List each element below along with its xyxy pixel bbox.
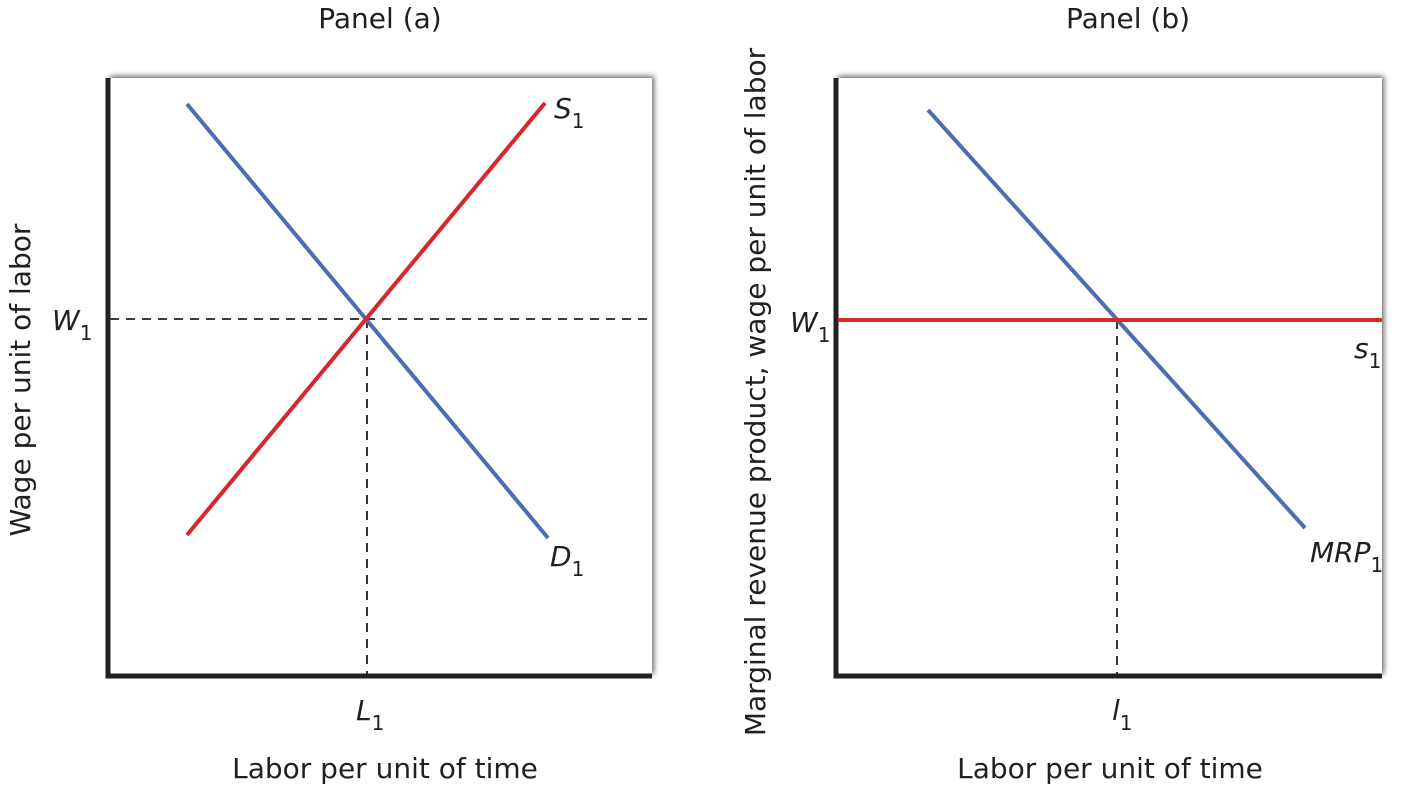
label-sub: 1: [1120, 711, 1133, 735]
supply-curve: [185, 101, 547, 537]
label-sub: 1: [80, 321, 93, 345]
label-sub: 1: [372, 711, 385, 735]
axes: [833, 78, 1382, 679]
label-sub: 1: [572, 557, 585, 581]
label-main: W: [790, 306, 819, 339]
label-main: S: [554, 92, 572, 125]
y-axis-label: Marginal revenue product, wage per unit …: [739, 47, 772, 736]
panel-title: Panel (a): [318, 2, 441, 35]
axes: [105, 78, 652, 679]
panel-b: Panel (b) Marginal revenue product, wage…: [739, 2, 1383, 785]
demand-label: D1: [550, 540, 584, 581]
label-main: W: [52, 304, 81, 337]
panel-title: Panel (b): [1066, 2, 1190, 35]
panel-a: Panel (a) Wage per unit of labor Labor p…: [4, 2, 652, 785]
plot-frame: [836, 78, 1382, 676]
label-main: D: [550, 540, 572, 573]
x-axis-label: Labor per unit of time: [957, 752, 1263, 785]
quantity-label: l1: [1112, 694, 1133, 735]
supply-label: s1: [1354, 332, 1381, 373]
quantity-label: L1: [356, 694, 384, 735]
label-sub: 1: [1369, 349, 1382, 373]
x-axis-label: Labor per unit of time: [232, 752, 538, 785]
label-main: L: [356, 694, 372, 727]
mrp-label: MRP1: [1310, 536, 1383, 577]
y-axis-label: Wage per unit of labor: [4, 223, 37, 536]
label-sub: 1: [818, 323, 831, 347]
label-sub: 1: [1371, 553, 1384, 577]
plot-frame: [108, 78, 652, 676]
label-main: MRP: [1310, 536, 1371, 569]
label-main: s: [1354, 332, 1369, 365]
supply-label: S1: [554, 92, 585, 133]
label-main: l: [1112, 694, 1120, 727]
wage-label: W1: [52, 304, 92, 345]
demand-curve: [185, 102, 550, 540]
wage-label: W1: [790, 306, 830, 347]
label-sub: 1: [572, 109, 585, 133]
